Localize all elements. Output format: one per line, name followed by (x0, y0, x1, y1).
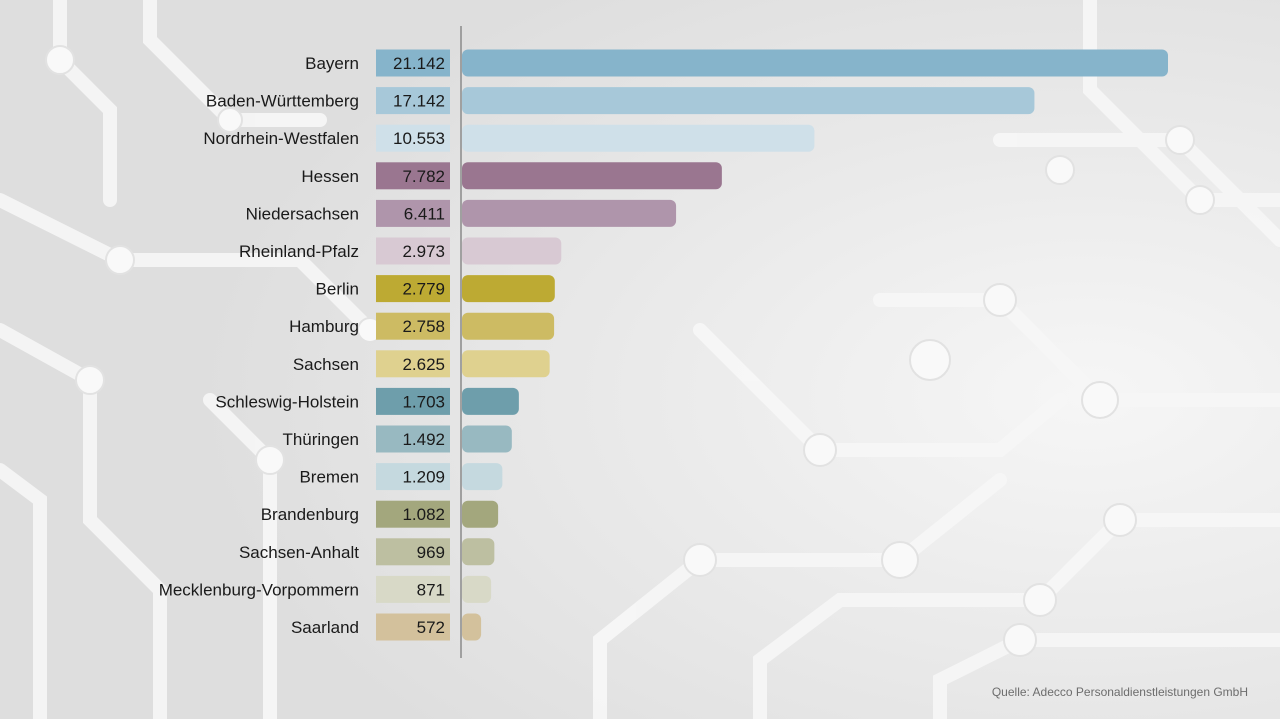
bar (462, 613, 482, 641)
value-label: 969 (417, 543, 445, 562)
value-box (376, 575, 450, 603)
category-label: Niedersachsen (246, 204, 359, 223)
category-label: Saarland (291, 618, 359, 637)
source-note: Quelle: Adecco Personaldienstleistungen … (991, 685, 1248, 699)
value-box (376, 613, 450, 641)
value-box (376, 49, 450, 77)
value-box (376, 87, 450, 115)
category-label: Bayern (305, 54, 359, 73)
value-label: 572 (417, 618, 445, 637)
bar (462, 312, 555, 340)
value-box (376, 350, 450, 378)
value-label: 1.703 (402, 392, 445, 411)
category-label: Sachsen-Anhalt (239, 543, 359, 562)
value-box (376, 237, 450, 265)
bar (462, 49, 1168, 77)
value-box (376, 124, 450, 152)
category-label: Nordrhein-Westfalen (203, 129, 359, 148)
category-label: Rheinland-Pfalz (239, 242, 359, 261)
value-box (376, 463, 450, 491)
value-label: 2.973 (402, 242, 445, 261)
value-label: 1.082 (402, 505, 445, 524)
bar (462, 387, 519, 415)
value-box (376, 500, 450, 528)
category-label: Baden-Württemberg (206, 92, 359, 111)
value-label: 6.411 (404, 204, 445, 223)
bar (462, 237, 562, 265)
category-label: Hamburg (289, 317, 359, 336)
value-label: 1.492 (402, 430, 445, 449)
category-label: Sachsen (293, 355, 359, 374)
value-box (376, 312, 450, 340)
bar (462, 500, 499, 528)
category-label: Brandenburg (261, 505, 359, 524)
bar (462, 350, 550, 378)
bar (462, 162, 722, 190)
category-label: Thüringen (282, 430, 359, 449)
category-label: Mecklenburg-Vorpommern (159, 580, 359, 599)
value-box (376, 538, 450, 566)
value-label: 7.782 (402, 167, 445, 186)
category-label: Berlin (316, 280, 359, 299)
value-label: 17.142 (393, 92, 445, 111)
bar (462, 575, 492, 603)
bar (462, 199, 677, 227)
value-box (376, 199, 450, 227)
bar (462, 463, 503, 491)
value-box (376, 162, 450, 190)
value-label: 2.779 (402, 280, 445, 299)
category-label: Schleswig-Holstein (215, 392, 359, 411)
category-label: Hessen (301, 167, 359, 186)
value-box (376, 275, 450, 303)
value-box (376, 425, 450, 453)
value-label: 21.142 (393, 54, 445, 73)
bar (462, 87, 1035, 115)
bar (462, 275, 555, 303)
value-label: 871 (417, 580, 445, 599)
value-box (376, 387, 450, 415)
value-label: 1.209 (402, 468, 445, 487)
value-label: 2.758 (402, 317, 445, 336)
value-label: 2.625 (402, 355, 445, 374)
bar (462, 425, 512, 453)
value-label: 10.553 (393, 129, 445, 148)
category-label: Bremen (299, 468, 359, 487)
bar (462, 538, 495, 566)
bar (462, 124, 815, 152)
